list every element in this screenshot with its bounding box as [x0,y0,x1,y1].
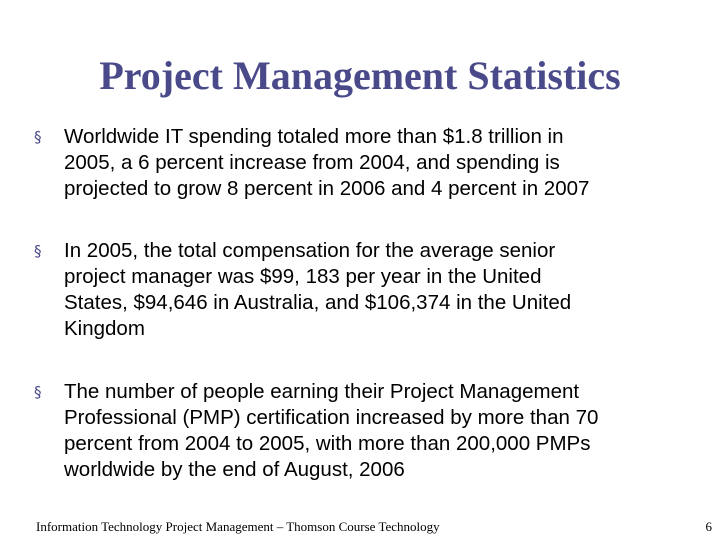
bullet-item-it-spending: § Worldwide IT spending totaled more tha… [34,124,674,202]
bullet-line: The number of people earning their Proje… [64,380,580,403]
bullet-line: Worldwide IT spending totaled more than … [64,125,564,148]
bullet-line: projected to grow 8 percent in 2006 and … [64,177,590,200]
bullet-text: The number of people earning their Proje… [64,379,674,483]
footer-text: Information Technology Project Managemen… [36,519,440,534]
bullet-text: In 2005, the total compensation for the … [64,238,674,342]
bullet-line: project manager was $99, 183 per year in… [64,265,542,288]
bullet-line: In 2005, the total compensation for the … [64,239,556,262]
bullet-item-compensation: § In 2005, the total compensation for th… [34,238,674,342]
slide-title: Project Management Statistics [99,53,621,98]
bullet-line: Kingdom [64,317,145,340]
page-number: 6 [705,519,713,534]
bullet-line: 2005, a 6 percent increase from 2004, an… [64,151,560,174]
bullet-line: States, $94,646 in Australia, and $106,3… [64,291,572,314]
bullet-text: Worldwide IT spending totaled more than … [64,124,674,202]
bullet-line: worldwide by the end of August, 2006 [64,458,405,481]
bullet-marker: § [34,128,42,146]
bullet-marker: § [34,242,42,260]
bullet-line: Professional (PMP) certification increas… [64,406,599,429]
bullet-marker: § [34,383,42,401]
bullet-item-pmp-certification: § The number of people earning their Pro… [34,379,674,483]
bullet-line: percent from 2004 to 2005, with more tha… [64,432,591,455]
